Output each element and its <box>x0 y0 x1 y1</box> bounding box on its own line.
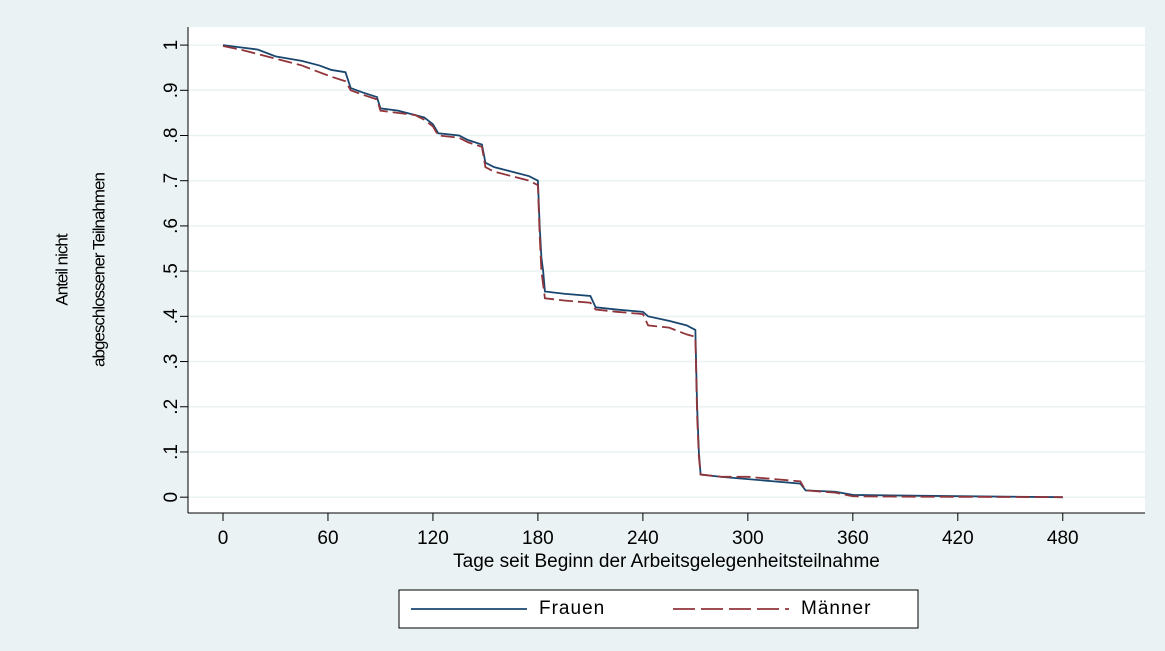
plot-area <box>188 27 1145 513</box>
y-tick-label: .6 <box>161 218 182 234</box>
x-axis-title: Tage seit Beginn der Arbeitsgelegenheits… <box>453 551 880 572</box>
x-tick-label: 360 <box>837 528 869 549</box>
series-line <box>222 45 1063 499</box>
x-tick-label: 0 <box>218 528 229 549</box>
x-tick-label: 240 <box>627 528 659 549</box>
y-tick-label: .3 <box>161 354 182 370</box>
x-tick-label: 180 <box>522 528 554 549</box>
y-tick-label: .1 <box>161 444 182 460</box>
x-tick-label: 300 <box>732 528 764 549</box>
y-axis-title: abgeschlossener Teilnahmen <box>89 173 108 367</box>
y-tick-label: .2 <box>161 399 182 415</box>
x-tick-label: 480 <box>1047 528 1079 549</box>
y-axis-title: Anteil nicht <box>52 233 71 305</box>
y-tick-label: .4 <box>161 308 182 324</box>
legend-label: Männer <box>801 598 871 619</box>
x-tick-label: 120 <box>417 528 449 549</box>
y-tick-label: .7 <box>161 173 182 189</box>
y-tick-label: 1 <box>161 40 182 51</box>
x-tick-label: 60 <box>317 528 338 549</box>
y-tick-label: 0 <box>161 492 182 503</box>
x-tick-label: 420 <box>942 528 974 549</box>
y-tick-label: .9 <box>161 82 182 98</box>
y-tick-label: .5 <box>161 263 182 279</box>
y-tick-label: .8 <box>161 128 182 144</box>
legend-label: Frauen <box>539 598 605 619</box>
